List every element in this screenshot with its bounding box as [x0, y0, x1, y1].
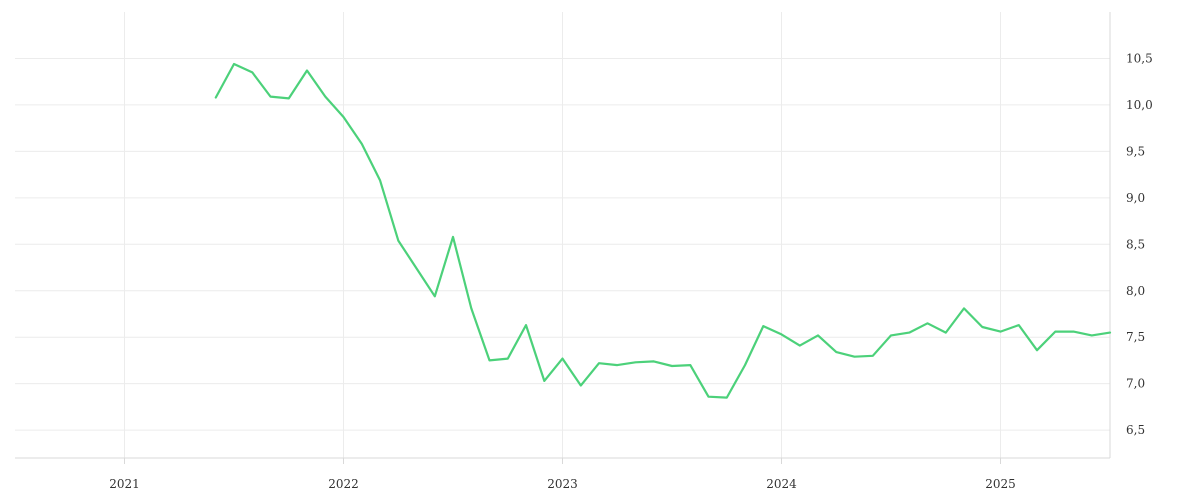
- data-point: [1108, 330, 1112, 334]
- data-point: [743, 363, 747, 367]
- data-point: [305, 68, 309, 72]
- data-point: [341, 115, 345, 119]
- data-point: [925, 321, 929, 325]
- data-point: [944, 330, 948, 334]
- data-point: [798, 343, 802, 347]
- series-line: [214, 62, 1112, 399]
- data-point: [889, 333, 893, 337]
- data-point: [323, 94, 327, 98]
- axes: [15, 12, 1111, 464]
- data-point: [1090, 333, 1094, 337]
- data-point: [779, 332, 783, 336]
- data-point: [451, 235, 455, 239]
- data-point: [360, 142, 364, 146]
- y-tick-label: 10,0: [1126, 98, 1153, 112]
- data-point: [834, 350, 838, 354]
- data-point: [232, 62, 236, 66]
- grid: [15, 12, 1110, 458]
- x-tick-label: 2024: [766, 477, 797, 491]
- data-point: [542, 379, 546, 383]
- data-point: [871, 354, 875, 358]
- x-tick-label: 2023: [547, 477, 578, 491]
- data-point: [980, 325, 984, 329]
- x-tick-label: 2022: [328, 477, 359, 491]
- data-point: [1053, 329, 1057, 333]
- data-point: [670, 364, 674, 368]
- data-point: [1035, 348, 1039, 352]
- data-point: [597, 361, 601, 365]
- data-point: [433, 294, 437, 298]
- data-point: [560, 356, 564, 360]
- data-point: [414, 266, 418, 270]
- data-point: [579, 383, 583, 387]
- y-tick-label: 6,5: [1126, 423, 1145, 437]
- y-tick-label: 7,5: [1126, 330, 1145, 344]
- tick-labels: 6,5 7,0 7,5 8,0 8,5 9,0 9,5 10,0 10,5 2021 2022 202…: [109, 51, 1152, 491]
- data-point: [615, 363, 619, 367]
- y-tick-label: 8,0: [1126, 284, 1145, 298]
- data-point: [524, 323, 528, 327]
- data-point: [761, 324, 765, 328]
- data-point: [1071, 329, 1075, 333]
- y-tick-label: 9,0: [1126, 191, 1145, 205]
- series-layer: [214, 62, 1112, 399]
- x-tick-label: 2021: [109, 477, 140, 491]
- data-point: [250, 70, 254, 74]
- data-point: [214, 95, 218, 99]
- data-point: [706, 394, 710, 398]
- data-point: [907, 330, 911, 334]
- data-point: [506, 356, 510, 360]
- x-tick-label: 2025: [985, 477, 1016, 491]
- data-point: [487, 358, 491, 362]
- y-tick-label: 7,0: [1126, 377, 1145, 391]
- y-tick-label: 9,5: [1126, 144, 1145, 158]
- y-tick-label: 10,5: [1126, 51, 1153, 65]
- data-point: [816, 333, 820, 337]
- data-point: [725, 395, 729, 399]
- data-point: [998, 329, 1002, 333]
- data-point: [652, 359, 656, 363]
- y-tick-label: 8,5: [1126, 237, 1145, 251]
- data-point: [1017, 323, 1021, 327]
- data-point: [287, 96, 291, 100]
- data-point: [268, 94, 272, 98]
- data-point: [633, 360, 637, 364]
- data-point: [688, 363, 692, 367]
- data-point: [396, 238, 400, 242]
- data-point: [962, 306, 966, 310]
- data-point: [852, 355, 856, 359]
- data-point: [378, 178, 382, 182]
- data-point: [469, 306, 473, 310]
